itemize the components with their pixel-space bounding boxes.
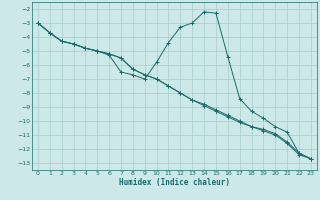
X-axis label: Humidex (Indice chaleur): Humidex (Indice chaleur) (119, 178, 230, 187)
